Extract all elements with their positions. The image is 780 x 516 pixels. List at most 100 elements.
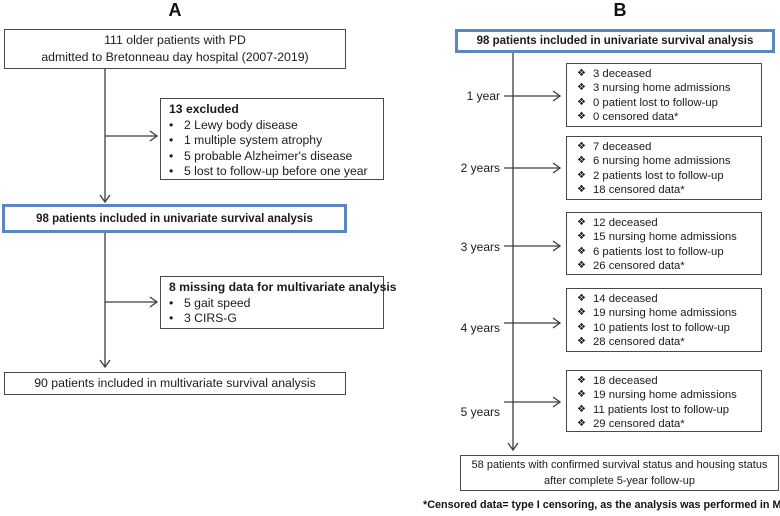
outcome-item-text: 11 patients lost to follow-up xyxy=(593,403,730,416)
box-excluded: 13 excluded • 2 Lewy body disease • 1 mu… xyxy=(160,98,384,180)
bullet-icon: • xyxy=(169,148,174,163)
panel-a-label: A xyxy=(168,0,182,20)
censored-data-footnote: *Censored data= type I censoring, as the… xyxy=(423,499,780,511)
box-univariate-text: 98 patients included in univariate survi… xyxy=(36,212,313,225)
outcome-item: ❖ 0 patient lost to follow-up xyxy=(577,96,755,110)
box-final-cohort: 58 patients with confirmed survival stat… xyxy=(460,455,779,491)
box-final-line2: after complete 5-year follow-up xyxy=(543,475,695,487)
outcome-item: ❖ 6 patients lost to follow-up xyxy=(577,245,755,259)
outcome-item: ❖ 28 censored data* xyxy=(577,335,755,349)
year-label-1: 1 year xyxy=(466,89,500,103)
outcome-item: ❖ 19 nursing home admissions xyxy=(577,306,755,320)
missing-item-text: 5 gait speed xyxy=(184,295,251,310)
diamond-bullet-icon: ❖ xyxy=(577,68,586,79)
outcome-item-text: 15 nursing home admissions xyxy=(593,231,737,244)
outcome-item: ❖ 18 censored data* xyxy=(577,183,755,197)
year-label-4: 4 years xyxy=(460,321,500,335)
missing-item: • 5 gait speed xyxy=(169,296,375,312)
diamond-bullet-icon: ❖ xyxy=(577,260,586,272)
excluded-item-text: 5 lost to follow-up before one year xyxy=(184,164,368,178)
outcome-item-text: 6 nursing home admissions xyxy=(593,155,731,168)
diamond-bullet-icon: ❖ xyxy=(577,141,586,152)
bullet-icon: • xyxy=(169,295,174,310)
diamond-bullet-icon: ❖ xyxy=(577,321,586,333)
missing-item-text: 3 CIRS-G xyxy=(184,311,237,325)
outcome-item-text: 2 patients lost to follow-up xyxy=(593,169,724,182)
excluded-item: • 1 multiple system atrophy xyxy=(169,133,375,149)
outcome-item: ❖ 0 censored data* xyxy=(577,110,755,124)
outcome-box-year-5: ❖ 18 deceased ❖ 19 nursing home admissions… xyxy=(566,370,762,432)
box-initial-line2: admitted to Bretonneau day hospital (200… xyxy=(41,50,309,64)
box-excluded-title: 13 excluded xyxy=(169,102,239,116)
diamond-bullet-icon: ❖ xyxy=(577,82,586,94)
diamond-bullet-icon: ❖ xyxy=(577,375,586,386)
box-final-line1: 58 patients with confirmed survival stat… xyxy=(471,459,768,471)
outcome-item-text: 14 deceased xyxy=(593,293,658,305)
outcome-box-year-3: ❖ 12 deceased ❖ 15 nursing home admissions… xyxy=(566,212,762,275)
excluded-item-text: 5 probable Alzheimer's disease xyxy=(184,148,353,163)
box-included-patients: 98 patients included in univariate survi… xyxy=(455,29,775,53)
outcome-item-text: 28 censored data* xyxy=(593,336,685,349)
diamond-bullet-icon: ❖ xyxy=(577,336,586,348)
outcome-item-text: 0 patient lost to follow-up xyxy=(593,96,718,109)
box-initial-line1: 111 older patients with PD xyxy=(104,33,246,47)
panel-b-label: B xyxy=(613,0,627,20)
outcome-item: ❖ 7 deceased xyxy=(577,140,755,154)
diamond-bullet-icon: ❖ xyxy=(577,217,586,228)
diamond-bullet-icon: ❖ xyxy=(577,307,586,319)
excluded-item-text: 1 multiple system atrophy xyxy=(184,133,323,147)
box-initial-patients: 111 older patients with PD admitted to B… xyxy=(4,29,346,69)
excluded-item: • 5 lost to follow-up before one year xyxy=(169,164,375,180)
outcome-item: ❖ 2 patients lost to follow-up xyxy=(577,169,755,183)
diamond-bullet-icon: ❖ xyxy=(577,245,586,257)
year-label-5: 5 years xyxy=(460,405,500,419)
outcome-item: ❖ 29 censored data* xyxy=(577,417,755,431)
bullet-icon: • xyxy=(169,117,174,132)
outcome-item-text: 12 deceased xyxy=(593,217,658,229)
bullet-icon: • xyxy=(169,311,174,325)
outcome-item: ❖ 15 nursing home admissions xyxy=(577,230,755,244)
box-univariate-analysis: 98 patients included in univariate survi… xyxy=(2,204,347,233)
outcome-item-text: 10 patients lost to follow-up xyxy=(593,321,730,334)
outcome-box-year-1: ❖ 3 deceased ❖ 3 nursing home admissions ❖… xyxy=(566,63,762,127)
diamond-bullet-icon: ❖ xyxy=(577,418,586,430)
diamond-bullet-icon: ❖ xyxy=(577,389,586,401)
missing-item: • 3 CIRS-G xyxy=(169,311,375,327)
outcome-item: ❖ 10 patients lost to follow-up xyxy=(577,321,755,335)
diamond-bullet-icon: ❖ xyxy=(577,293,586,304)
outcome-item: ❖ 18 deceased xyxy=(577,374,755,388)
outcome-item: ❖ 6 nursing home admissions xyxy=(577,154,755,168)
outcome-item-text: 19 nursing home admissions xyxy=(593,389,737,402)
outcome-box-year-4: ❖ 14 deceased ❖ 19 nursing home admissions… xyxy=(566,288,762,352)
outcome-item: ❖ 3 deceased xyxy=(577,67,755,81)
bullet-icon: • xyxy=(169,133,174,147)
outcome-item: ❖ 11 patients lost to follow-up xyxy=(577,403,755,417)
box-included-text: 98 patients included in univariate survi… xyxy=(476,35,754,47)
outcome-item: ❖ 26 censored data* xyxy=(577,259,755,273)
outcome-item-text: 3 nursing home admissions xyxy=(593,82,731,95)
diamond-bullet-icon: ❖ xyxy=(577,231,586,243)
outcome-item: ❖ 19 nursing home admissions xyxy=(577,388,755,402)
diamond-bullet-icon: ❖ xyxy=(577,184,586,196)
diamond-bullet-icon: ❖ xyxy=(577,155,586,167)
year-label-3: 3 years xyxy=(460,240,500,254)
outcome-item: ❖ 14 deceased xyxy=(577,292,755,306)
outcome-item-text: 6 patients lost to follow-up xyxy=(593,245,724,258)
outcome-item-text: 3 deceased xyxy=(593,68,652,80)
outcome-item: ❖ 12 deceased xyxy=(577,216,755,230)
diamond-bullet-icon: ❖ xyxy=(577,96,586,108)
outcome-item-text: 18 censored data* xyxy=(593,184,685,197)
excluded-item: • 5 probable Alzheimer's disease xyxy=(169,149,375,165)
excluded-item: • 2 Lewy body disease xyxy=(169,118,375,134)
box-multivariate-analysis: 90 patients included in multivariate sur… xyxy=(4,372,346,395)
bullet-icon: • xyxy=(169,164,174,178)
box-missing-title: 8 missing data for multivariate analysis xyxy=(169,280,397,294)
outcome-item-text: 29 censored data* xyxy=(593,418,685,431)
outcome-item-text: 7 deceased xyxy=(593,141,652,153)
outcome-item: ❖ 3 nursing home admissions xyxy=(577,81,755,95)
outcome-box-year-2: ❖ 7 deceased ❖ 6 nursing home admissions ❖… xyxy=(566,136,762,200)
year-label-2: 2 years xyxy=(460,161,500,175)
diamond-bullet-icon: ❖ xyxy=(577,169,586,181)
outcome-item-text: 0 censored data* xyxy=(593,111,679,124)
